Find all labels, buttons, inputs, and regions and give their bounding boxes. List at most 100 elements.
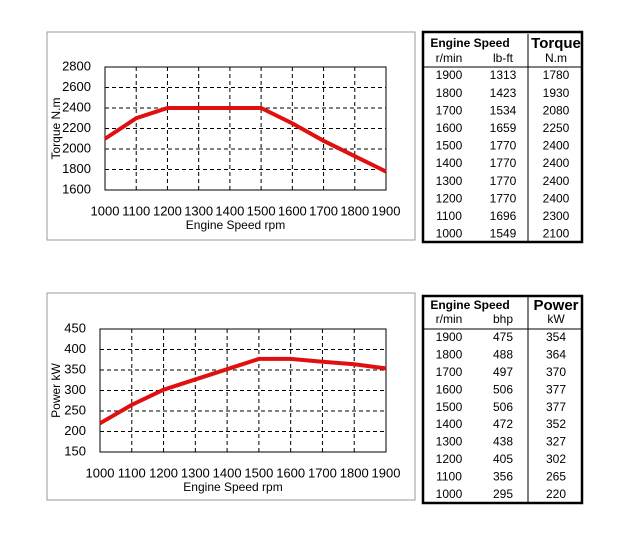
- table-cell: 1800: [436, 86, 463, 100]
- x-tick-label: 1100: [118, 465, 146, 480]
- table-cell: 1900: [436, 330, 463, 344]
- table-cell: 472: [493, 417, 513, 431]
- y-tick-label: 2600: [62, 79, 91, 94]
- y-tick-label: 400: [64, 341, 86, 356]
- y-tick-label: 150: [64, 443, 86, 458]
- y-tick-label: 350: [64, 361, 86, 376]
- line: [103, 106, 387, 174]
- table-header: Engine Speed: [430, 298, 509, 312]
- y-tick-label: 2200: [62, 120, 91, 135]
- table-cell: 1300: [436, 435, 463, 449]
- table-cell: 1930: [543, 86, 570, 100]
- table-cell: 2300: [543, 209, 570, 223]
- table-cell: 488: [493, 348, 513, 362]
- table-cell: 1000: [436, 227, 463, 241]
- table-cell: 1770: [490, 191, 517, 205]
- table-cell: 1770: [490, 156, 517, 170]
- x-tick-label: 1500: [247, 203, 276, 218]
- table-cell: 2400: [543, 191, 570, 205]
- table-cell: 1400: [436, 417, 463, 431]
- table-cell: 1200: [436, 452, 463, 466]
- x-tick-label: 1800: [340, 465, 369, 480]
- table-cell: 1800: [436, 348, 463, 362]
- table-cell: 1696: [490, 209, 517, 223]
- table-cell: 220: [546, 487, 566, 501]
- table-cell: 1100: [436, 469, 462, 483]
- table-cell: 1780: [543, 68, 570, 82]
- y-axis-label: Torque N.m: [49, 97, 63, 159]
- x-tick-label: 1000: [91, 203, 120, 218]
- x-tick-label: 1800: [340, 203, 369, 218]
- y-tick-label: 1600: [62, 181, 91, 196]
- table-unit: N.m: [545, 51, 567, 65]
- table-cell: 327: [546, 435, 566, 449]
- table-cell: 302: [546, 452, 566, 466]
- x-tick-label: 1100: [122, 203, 150, 218]
- table-cell: 1423: [490, 86, 517, 100]
- table-cell: 2400: [543, 139, 570, 153]
- table-cell: 370: [546, 365, 566, 379]
- y-tick-label: 2400: [62, 99, 91, 114]
- table-cell: 1000: [436, 487, 463, 501]
- table-cell: 364: [546, 348, 566, 362]
- table-cell: 2400: [543, 156, 570, 170]
- table-cell: 1100: [436, 209, 462, 223]
- x-tick-label: 1600: [278, 203, 307, 218]
- y-tick-label: 450: [64, 320, 86, 335]
- table-cell: 438: [493, 435, 513, 449]
- table-cell: 2400: [543, 174, 570, 188]
- plot-border: [99, 328, 387, 453]
- table-cell: 475: [493, 330, 513, 344]
- table-cell: 295: [493, 487, 513, 501]
- table-cell: 356: [493, 469, 513, 483]
- table-frame: [421, 294, 584, 505]
- table-unit: lb-ft: [493, 51, 514, 65]
- table-unit: bhp: [493, 312, 513, 326]
- table-cell: 1900: [436, 68, 463, 82]
- table-cell: 265: [546, 469, 566, 483]
- table-cell: 2250: [543, 121, 570, 135]
- table-cell: 2100: [543, 227, 570, 241]
- x-tick-label: 1700: [309, 203, 338, 218]
- y-tick-label: 300: [64, 382, 86, 397]
- table-unit: kW: [547, 312, 565, 326]
- plot-border: [104, 66, 387, 191]
- table-cell: 2080: [543, 103, 570, 117]
- table-cell: 1549: [490, 227, 517, 241]
- table-cell: 1500: [436, 400, 463, 414]
- table-cell: 354: [546, 330, 566, 344]
- x-tick-label: 1900: [372, 465, 401, 480]
- table-cell: 1600: [436, 121, 463, 135]
- chart-frame: [46, 31, 416, 241]
- y-tick-label: 2800: [62, 58, 91, 73]
- table-cell: 1770: [490, 174, 517, 188]
- table-cell: 1400: [436, 156, 463, 170]
- table-cell: 506: [493, 400, 513, 414]
- x-tick-label: 1300: [184, 203, 213, 218]
- x-tick-label: 1300: [181, 465, 210, 480]
- y-tick-label: 2000: [62, 140, 91, 155]
- x-tick-label: 1500: [244, 465, 273, 480]
- table-cell: 506: [493, 382, 513, 396]
- x-tick-label: 1700: [308, 465, 337, 480]
- x-tick-label: 1000: [86, 465, 115, 480]
- line: [98, 356, 387, 426]
- table-unit: r/min: [436, 51, 463, 65]
- table-cell: 352: [546, 417, 566, 431]
- table-cell: 377: [546, 400, 566, 414]
- table-header: Engine Speed: [430, 36, 509, 50]
- table-cell: 1500: [436, 139, 463, 153]
- table-cell: 497: [493, 365, 513, 379]
- table-header: Power: [533, 297, 578, 314]
- table-cell: 1313: [490, 68, 517, 82]
- x-tick-label: 1400: [213, 465, 242, 480]
- y-tick-label: 200: [64, 423, 86, 438]
- x-tick-label: 1400: [215, 203, 244, 218]
- table-cell: 1770: [490, 139, 517, 153]
- table-frame: [421, 30, 584, 244]
- x-tick-label: 1600: [276, 465, 305, 480]
- x-tick-label: 1200: [153, 203, 182, 218]
- table-cell: 1700: [436, 365, 463, 379]
- table-cell: 1659: [490, 121, 517, 135]
- y-tick-label: 1800: [62, 161, 91, 176]
